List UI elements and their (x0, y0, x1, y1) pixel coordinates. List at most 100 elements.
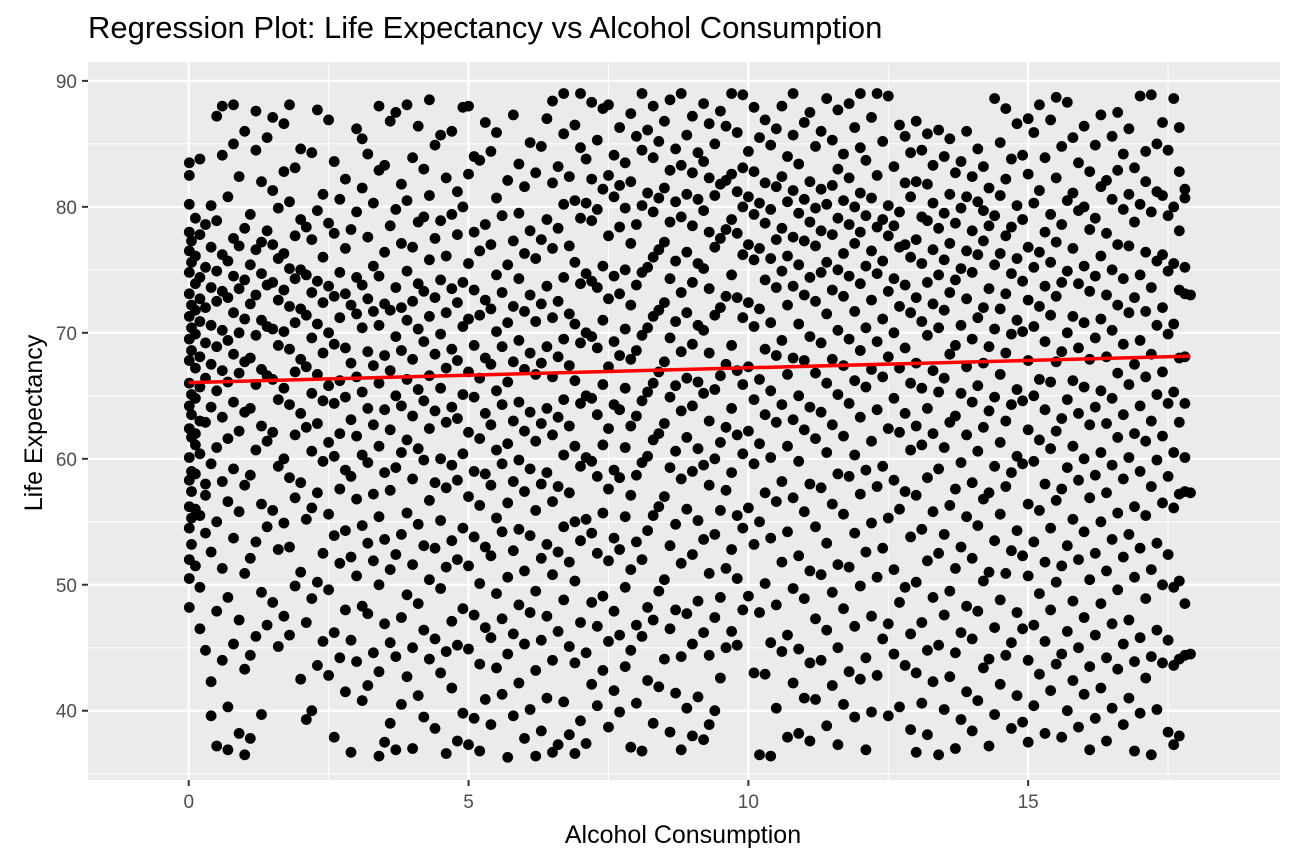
data-point (647, 206, 659, 218)
data-point (446, 459, 458, 471)
data-point (854, 142, 866, 154)
data-point (731, 127, 743, 138)
data-point (938, 254, 950, 266)
data-point (1140, 435, 1152, 447)
data-point (787, 583, 799, 594)
data-point (961, 361, 972, 373)
data-point (351, 656, 362, 667)
data-point (1112, 432, 1124, 443)
data-point (843, 561, 855, 573)
data-point (1129, 571, 1140, 583)
data-point (295, 408, 307, 419)
data-point (575, 142, 586, 154)
data-point (267, 597, 279, 608)
data-point (759, 343, 771, 355)
data-point (1089, 469, 1101, 481)
data-point (1112, 663, 1124, 675)
data-point (653, 681, 665, 693)
data-point (190, 212, 201, 224)
data-point (351, 570, 362, 582)
data-point (1134, 335, 1146, 346)
data-point (810, 613, 821, 625)
data-point (905, 531, 916, 543)
data-point (860, 744, 872, 756)
data-point (748, 394, 760, 405)
data-point (424, 423, 435, 434)
data-point (580, 197, 592, 209)
data-point (401, 314, 413, 326)
data-point (1168, 739, 1180, 751)
data-point (479, 117, 491, 128)
data-point (575, 460, 586, 472)
data-point (200, 416, 211, 428)
data-point (586, 392, 598, 404)
data-point (720, 642, 732, 654)
data-point (1045, 604, 1056, 616)
data-point (446, 682, 458, 694)
data-point (1056, 219, 1068, 230)
data-point (894, 301, 905, 312)
data-point (670, 255, 681, 267)
data-point (966, 171, 978, 183)
data-point (300, 269, 312, 281)
data-point (552, 411, 564, 423)
data-point (927, 298, 939, 310)
data-point (479, 622, 491, 633)
data-point (368, 260, 379, 272)
data-point (396, 699, 407, 710)
data-point (1145, 651, 1157, 662)
data-point (485, 239, 497, 251)
data-point (586, 455, 598, 467)
data-point (379, 159, 390, 171)
data-point (183, 170, 195, 181)
data-point (418, 336, 430, 347)
data-point (289, 580, 301, 592)
data-point (933, 269, 944, 281)
data-point (765, 385, 777, 397)
data-point (698, 205, 709, 217)
data-point (435, 667, 446, 679)
data-point (826, 498, 838, 510)
data-point (978, 662, 989, 674)
data-point (424, 574, 435, 586)
data-point (384, 424, 396, 436)
data-point (1039, 336, 1051, 347)
data-point (407, 353, 418, 365)
data-point (1173, 575, 1185, 587)
data-point (944, 500, 956, 511)
data-point (1179, 192, 1191, 204)
data-point (882, 285, 894, 297)
data-point (228, 463, 239, 475)
data-point (289, 162, 301, 174)
data-point (832, 324, 844, 336)
data-point (1157, 249, 1168, 261)
x-tick-label: 10 (738, 792, 759, 813)
data-point (1095, 250, 1107, 262)
data-point (491, 512, 502, 524)
data-point (843, 398, 855, 409)
data-point (821, 624, 833, 636)
data-point (407, 642, 418, 654)
data-point (625, 420, 637, 432)
data-point (356, 279, 368, 291)
data-point (1017, 326, 1028, 337)
data-point (284, 301, 295, 312)
data-point (580, 738, 592, 749)
data-point (782, 440, 793, 452)
data-point (950, 743, 961, 754)
data-point (759, 668, 771, 680)
data-point (507, 415, 519, 427)
data-point (575, 535, 586, 547)
data-point (552, 626, 564, 637)
data-point (1123, 692, 1135, 704)
data-point (373, 511, 385, 523)
data-point (754, 243, 765, 254)
data-point (843, 666, 855, 678)
data-point (793, 390, 805, 402)
data-point (216, 100, 228, 112)
data-point (994, 437, 1006, 448)
data-point (1140, 593, 1152, 604)
data-point (222, 292, 234, 303)
data-point (317, 636, 329, 647)
